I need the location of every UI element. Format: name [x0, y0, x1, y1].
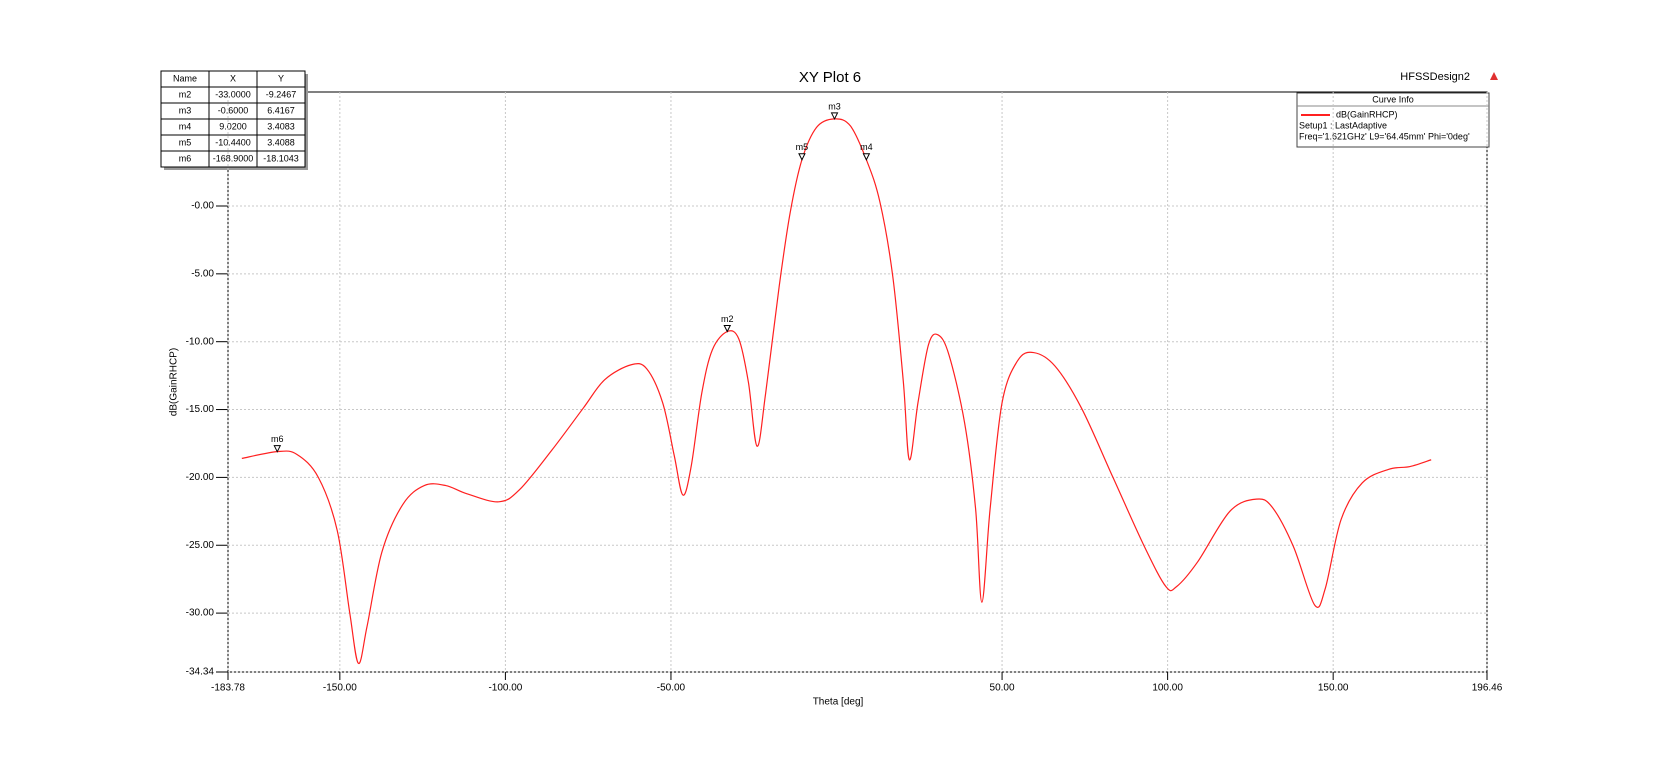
table-cell: 9.0200 — [219, 121, 247, 131]
x-tick-label: -100.00 — [488, 683, 522, 694]
y-tick-label: -10.00 — [186, 336, 215, 347]
table-cell: -0.6000 — [218, 105, 249, 115]
marker-label: m6 — [271, 434, 284, 444]
marker-table: Name X Ym2 -33.0000 -9.2467 m3 -0.6000 6.4167 m4… — [160, 70, 308, 170]
legend-entry[interactable]: dB(GainRHCP) — [1336, 109, 1398, 119]
x-axis-label: Theta [deg] — [813, 697, 864, 708]
table-cell: -10.4400 — [215, 137, 251, 147]
x-tick-label: -50.00 — [657, 683, 686, 694]
x-tick-label: 100.00 — [1152, 683, 1183, 694]
plot-area — [227, 91, 1488, 673]
table-cell: 6.4167 — [267, 105, 295, 115]
y-axis-label: dB(GainRHCP) — [169, 348, 180, 416]
y-tick-label: -30.00 — [186, 608, 215, 619]
curve-info-title: Curve Info — [1372, 94, 1414, 104]
table-header: Y — [278, 73, 284, 83]
y-tick-label: -15.00 — [186, 404, 215, 415]
table-cell: -9.2467 — [266, 89, 297, 99]
table-cell: m4 — [179, 121, 192, 131]
table-cell: m5 — [179, 137, 192, 147]
table-cell: 3.4088 — [267, 137, 295, 147]
table-cell: 3.4083 — [267, 121, 295, 131]
design-name: HFSSDesign2 — [1400, 71, 1470, 83]
table-cell: -33.0000 — [215, 89, 251, 99]
marker-label: m3 — [828, 101, 841, 111]
table-cell: -18.1043 — [263, 153, 299, 163]
design-icon[interactable] — [1490, 72, 1498, 80]
table-cell: m6 — [179, 153, 192, 163]
curve — [241, 118, 1432, 664]
table-header: Name — [173, 73, 197, 83]
y-tick-label: -25.00 — [186, 540, 215, 551]
x-tick-label: -150.00 — [323, 683, 357, 694]
x-tick-label: 150.00 — [1318, 683, 1349, 694]
marker — [862, 153, 871, 161]
y-tick-label: -0.00 — [191, 201, 214, 212]
y-tick-label: -20.00 — [186, 472, 215, 483]
y-tick-label: -34.34 — [186, 667, 215, 678]
marker-label: m2 — [721, 314, 734, 324]
curve-info-box — [1296, 92, 1490, 148]
table-cell: m3 — [179, 105, 192, 115]
marker — [273, 445, 282, 453]
marker — [798, 153, 806, 161]
curve-info: Curve Info dB(GainRHCP) Setup1 : LastAda… — [1296, 92, 1490, 148]
marker-label: m5 — [796, 142, 809, 152]
x-tick-label: -183.78 — [211, 683, 245, 694]
chart-title: XY Plot 6 — [799, 69, 861, 86]
marker-label: m4 — [860, 142, 873, 152]
y-tick-label: -5.00 — [191, 268, 214, 279]
x-tick-label: 196.46 — [1472, 683, 1503, 694]
x-tick-label: 50.00 — [990, 683, 1015, 694]
table-header: X — [230, 73, 236, 83]
marker — [830, 112, 839, 121]
table-cell: -168.9000 — [213, 153, 254, 163]
curve-setup: Setup1 : LastAdaptive — [1299, 120, 1387, 130]
table-cell: m2 — [179, 89, 192, 99]
marker — [723, 324, 732, 333]
curve-params: Freq='1.621GHz' L9='64.45mm' Phi='0deg' — [1299, 131, 1470, 141]
